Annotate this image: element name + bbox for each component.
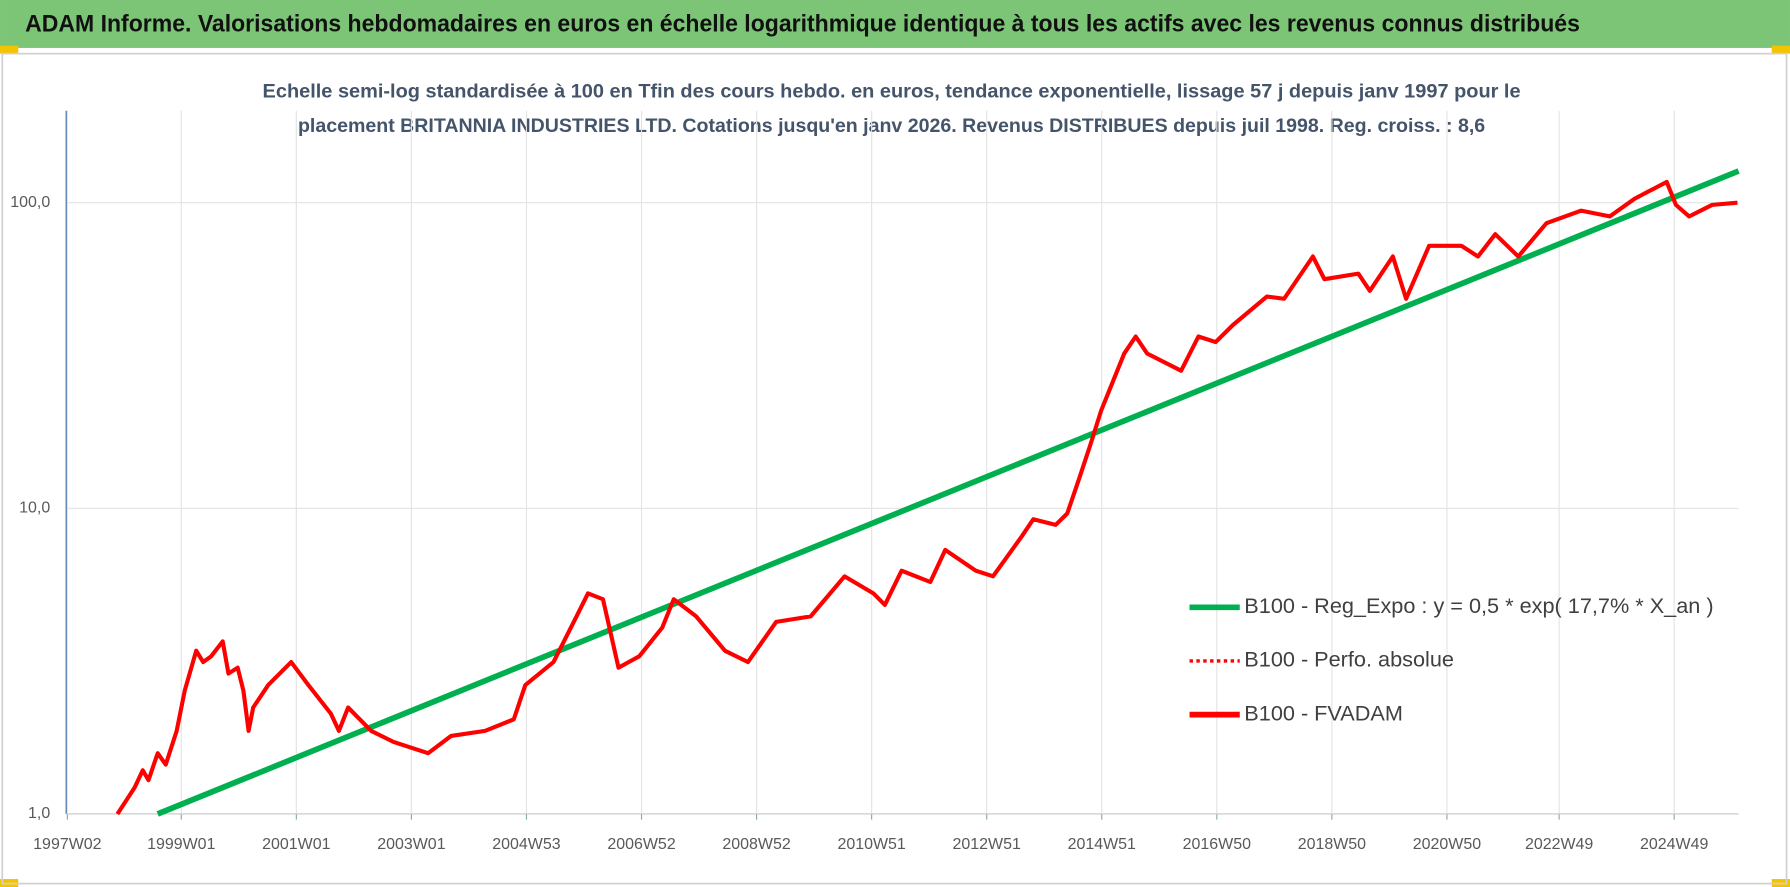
y-tick-label: 100,0 [10, 194, 50, 211]
corner-mark [0, 45, 19, 54]
x-tick-label: 2008W52 [722, 836, 790, 853]
header-title: ADAM Informe. Valorisations hebdomadaire… [25, 10, 1580, 37]
corner-mark [1771, 45, 1790, 54]
x-tick-label: 2012W51 [953, 836, 1021, 853]
x-tick-label: 1999W01 [147, 836, 215, 853]
plot-area [115, 168, 1740, 817]
header-bar [0, 0, 1790, 48]
legend-label: B100 - Reg_Expo : y = 0,5 * exp( 17,7% *… [1244, 593, 1713, 618]
x-tick-label: 2018W50 [1298, 836, 1366, 853]
x-tick-label: 2003W01 [377, 836, 445, 853]
x-tick-label: 2010W51 [837, 836, 905, 853]
legend: B100 - Reg_Expo : y = 0,5 * exp( 17,7% *… [1189, 593, 1714, 725]
chart-frame [1, 52, 1788, 885]
legend-label: B100 - Perfo. absolue [1244, 647, 1454, 672]
grid: 1997W02 1999W01 2001W01 2003W01 2004W53 2006W… [10, 110, 1739, 853]
x-tick-label: 2016W50 [1183, 836, 1251, 853]
y-tick-label: 10,0 [19, 500, 50, 517]
x-tick-label: 2004W53 [492, 836, 560, 853]
x-tick-label: 2006W52 [607, 836, 675, 853]
y-tick-label: 1,0 [28, 805, 50, 822]
x-tick-label: 1997W02 [33, 836, 101, 853]
x-tick-label: 2020W50 [1413, 836, 1481, 853]
chart-title: placement BRITANNIA INDUSTRIES LTD. Cota… [298, 115, 1485, 137]
chart-title: Echelle semi-log standardisée à 100 en T… [263, 81, 1521, 103]
x-tick-label: 2024W49 [1640, 836, 1708, 853]
x-tick-label: 2022W49 [1525, 836, 1593, 853]
data-line [115, 179, 1738, 816]
data-line [156, 168, 1740, 817]
x-tick-label: 2014W51 [1068, 836, 1136, 853]
x-tick-label: 2001W01 [262, 836, 330, 853]
legend-label: B100 - FVADAM [1244, 700, 1403, 725]
